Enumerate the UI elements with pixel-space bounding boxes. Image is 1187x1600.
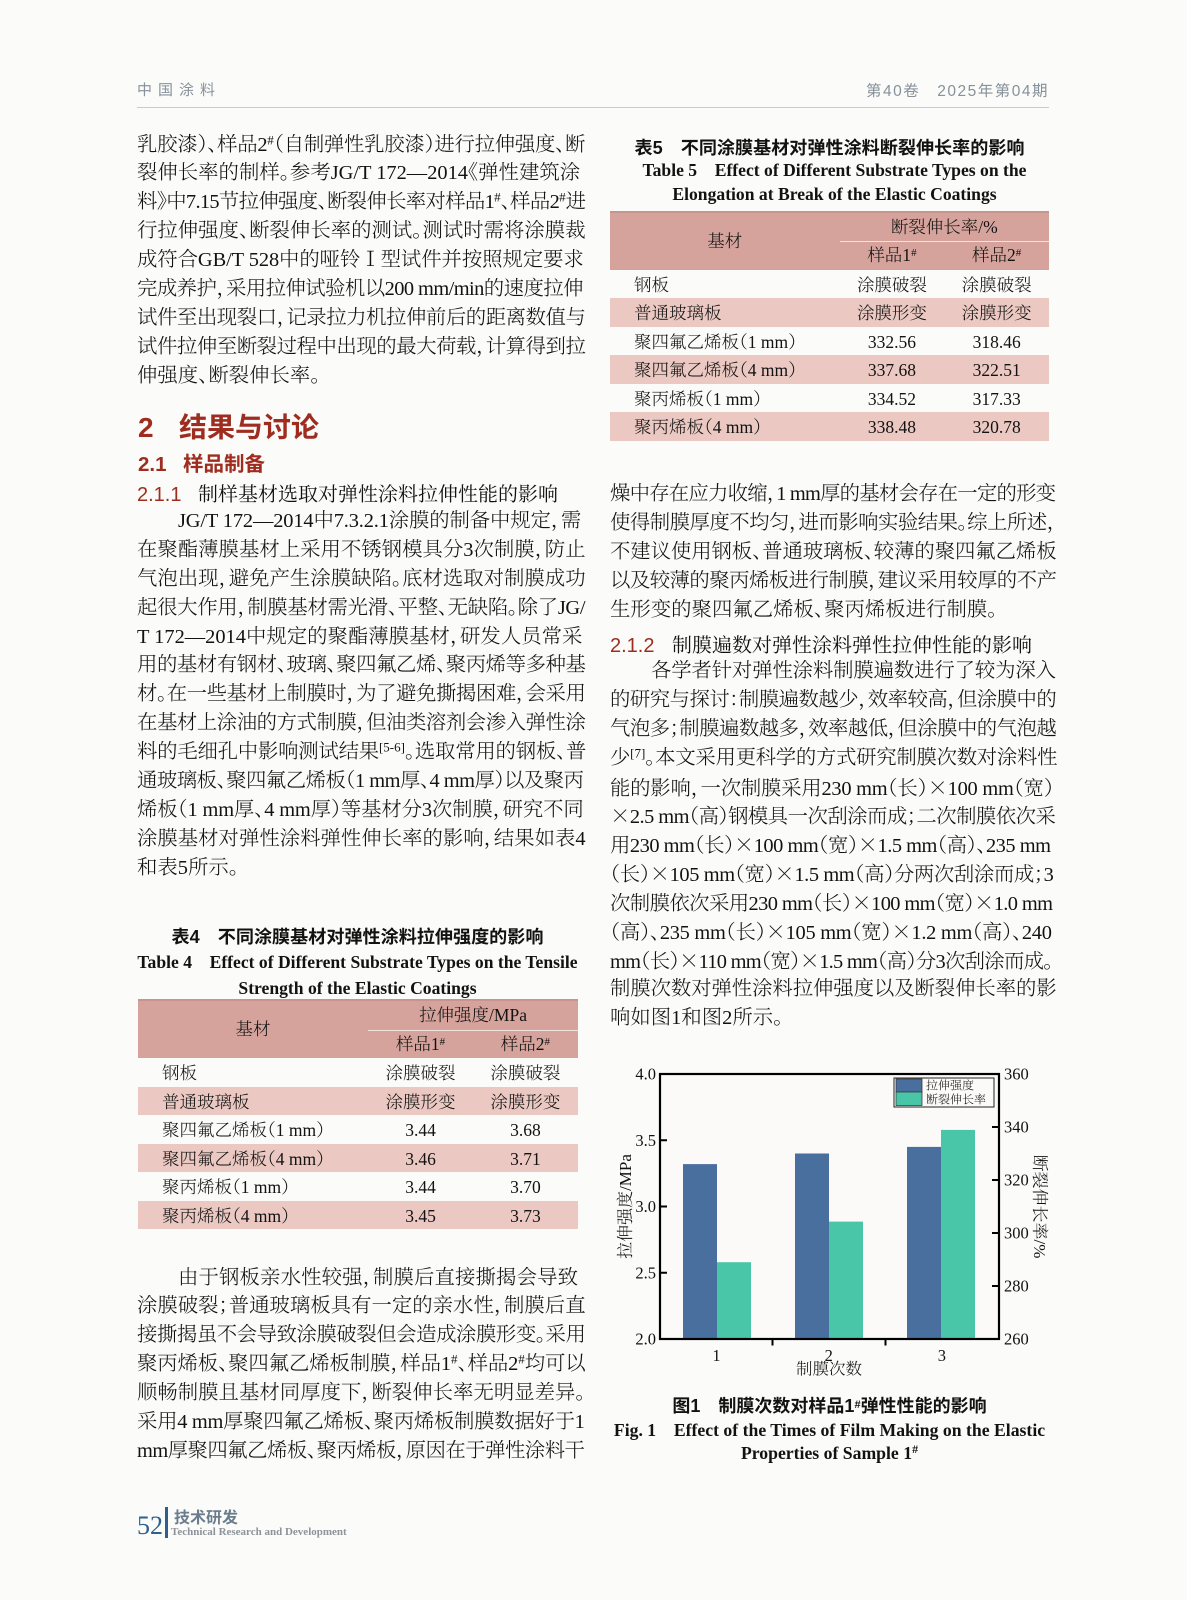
svg-text:3: 3 [938,1346,946,1365]
svg-text:2: 2 [825,1346,833,1365]
svg-text:制膜次数: 制膜次数 [796,1356,863,1380]
svg-text:280: 280 [1004,1277,1029,1296]
svg-text:2.0: 2.0 [635,1330,656,1349]
svg-text:2.5: 2.5 [635,1263,656,1282]
svg-text:300: 300 [1004,1224,1029,1243]
svg-text:3.5: 3.5 [635,1131,656,1150]
svg-text:拉伸强度/MPa: 拉伸强度/MPa [611,1154,636,1259]
svg-text:断裂伸长率/%: 断裂伸长率/% [1029,1155,1054,1259]
svg-text:3.0: 3.0 [635,1197,656,1216]
svg-text:拉伸强度: 拉伸强度 [926,1077,974,1094]
svg-text:4.0: 4.0 [635,1065,656,1084]
svg-text:340: 340 [1004,1118,1029,1137]
svg-text:断裂伸长率: 断裂伸长率 [926,1091,986,1108]
svg-text:1: 1 [712,1346,720,1365]
svg-text:320: 320 [1004,1171,1029,1190]
svg-text:360: 360 [1004,1065,1029,1084]
svg-text:260: 260 [1004,1330,1029,1349]
